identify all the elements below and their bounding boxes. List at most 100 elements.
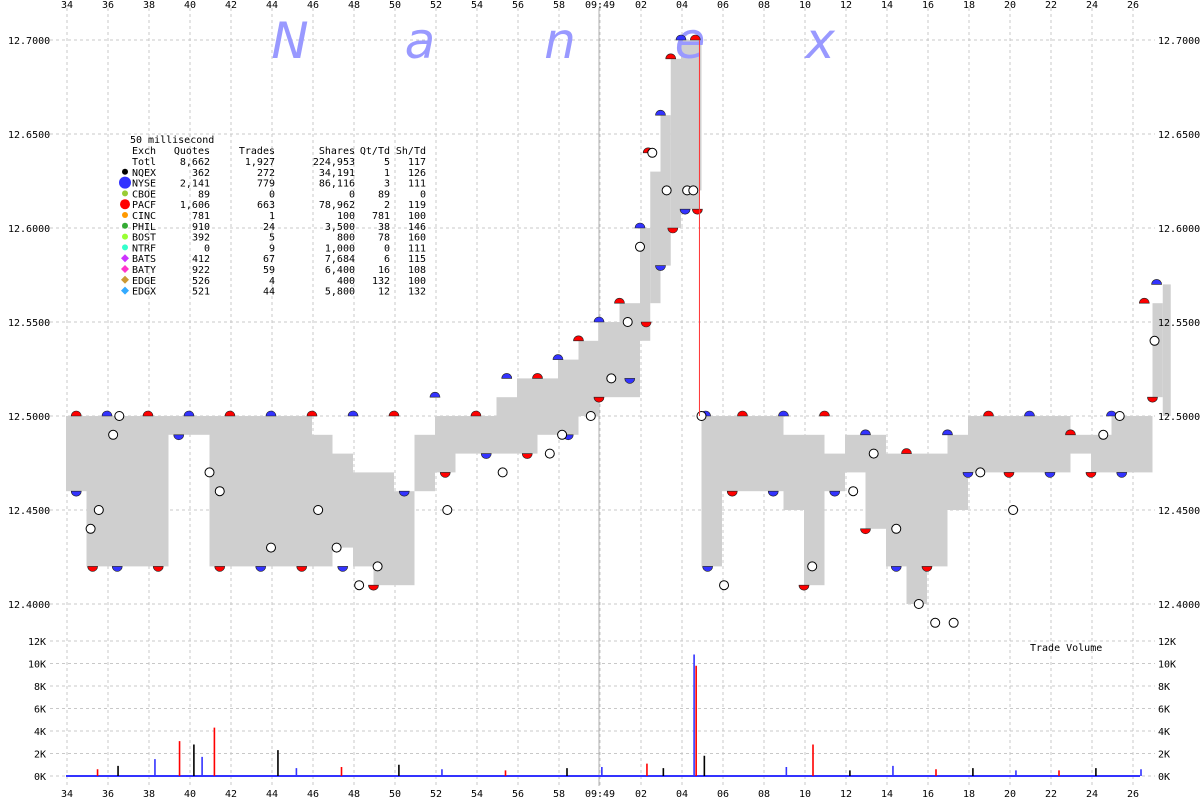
table-cell: 0	[204, 243, 210, 254]
x-tick-top: 52	[430, 0, 442, 11]
trade-marker	[1114, 411, 1125, 421]
bid-quote-marker	[1116, 472, 1128, 478]
nbbo-band-segment	[865, 434, 886, 529]
volume-bar	[504, 770, 507, 776]
nbbo-band-segment	[148, 416, 169, 567]
bid-quote-marker	[829, 490, 841, 497]
trade-marker	[622, 317, 633, 327]
volume-tick-left: 4K	[34, 727, 46, 738]
trade-marker	[497, 467, 508, 478]
volume-bar	[935, 769, 937, 776]
nbbo-band-segment	[947, 434, 968, 510]
x-tick-bottom: 18	[963, 789, 975, 800]
table-cell: 9	[269, 243, 275, 254]
trade-marker	[635, 241, 645, 252]
volume-bar	[566, 768, 568, 776]
table-cell: 89	[198, 189, 210, 200]
volume-bar	[277, 750, 279, 776]
bid-quote-marker	[87, 566, 98, 572]
nbbo-band-segment	[353, 472, 374, 567]
x-tick-bottom: 34	[61, 789, 73, 800]
legend-swatch	[121, 275, 129, 284]
nbbo-band-segment	[670, 58, 681, 228]
nbbo-band-segment	[517, 378, 538, 454]
x-tick-top: 48	[348, 0, 360, 11]
nbbo-band-segment	[906, 453, 927, 604]
price-tick-right: 12.5500	[1158, 318, 1200, 329]
nbbo-band-segment	[650, 171, 661, 304]
nbbo-band-segment	[1091, 434, 1112, 473]
nbbo-band-segment	[168, 416, 189, 435]
ask-quote-marker	[306, 410, 318, 417]
trade-marker	[93, 505, 104, 515]
table-header: Quotes	[174, 146, 210, 157]
legend-swatch	[119, 176, 131, 189]
watermark-letter: n	[544, 12, 576, 70]
x-tick-top: 02	[635, 0, 647, 11]
price-tick-right: 12.6500	[1158, 130, 1200, 141]
x-tick-top: 26	[1127, 0, 1139, 11]
ask-quote-marker	[860, 429, 871, 436]
legend-swatch	[122, 168, 128, 175]
trade-marker	[647, 147, 658, 158]
volume-bar	[213, 727, 216, 776]
volume-bar	[812, 744, 814, 776]
nbbo-band-segment	[332, 453, 353, 548]
table-cell: 2	[384, 200, 390, 211]
ask-quote-marker	[901, 448, 912, 454]
volume-tick-left: 12K	[28, 637, 46, 648]
bid-quote-marker	[1003, 472, 1015, 478]
table-cell: 272	[257, 168, 275, 179]
grid-lines	[50, 8, 1155, 786]
nbbo-band-segment	[558, 359, 579, 435]
x-tick-bottom: 26	[1127, 789, 1139, 800]
x-tick-bottom: 12	[840, 789, 852, 800]
table-cell: 146	[408, 222, 426, 233]
price-tick-left: 12.4500	[8, 506, 50, 517]
price-tick-left: 12.4000	[8, 600, 50, 611]
x-tick-bottom: 10	[799, 789, 811, 800]
x-tick-top: 22	[1045, 0, 1057, 11]
bid-quote-marker	[640, 321, 652, 328]
x-tick-top: 34	[61, 0, 73, 11]
volume-bar	[154, 759, 156, 776]
nbbo-band-segment	[455, 416, 476, 454]
bid-quote-marker	[726, 490, 738, 497]
table-cell: BATY	[132, 265, 156, 276]
volume-bar	[601, 767, 603, 776]
table-cell: BOST	[132, 233, 156, 244]
nbbo-band-segment	[394, 491, 415, 586]
x-tick-top: 56	[512, 0, 524, 11]
trade-marker	[913, 599, 924, 609]
legend-swatch	[122, 222, 128, 229]
nbbo-band-segment	[1050, 416, 1071, 473]
table-cell: 12	[378, 287, 390, 298]
trade-marker	[354, 580, 365, 591]
ask-quote-marker	[429, 391, 441, 398]
x-tick-bottom: 22	[1045, 789, 1057, 800]
table-cell: 781	[192, 211, 210, 222]
table-cell: 0	[420, 189, 426, 200]
table-cell: 0	[269, 189, 275, 200]
trade-marker	[930, 617, 941, 628]
ask-quote-marker	[347, 410, 359, 417]
table-cell: NQEX	[132, 168, 156, 179]
x-tick-bottom: 24	[1086, 789, 1098, 800]
x-tick-top: 09:49	[585, 0, 615, 11]
watermark-letter: e	[675, 12, 706, 70]
ask-quote-marker	[634, 222, 646, 229]
volume-bar	[178, 741, 181, 776]
trade-marker	[975, 467, 986, 478]
ask-quote-marker	[942, 429, 953, 436]
x-tick-top: 06	[717, 0, 729, 11]
x-tick-bottom: 20	[1004, 789, 1016, 800]
table-cell: 38	[378, 222, 390, 233]
bid-quote-marker	[337, 566, 349, 572]
trade-marker	[372, 561, 383, 572]
bid-quote-marker	[296, 566, 308, 572]
ask-quote-marker	[1024, 410, 1035, 417]
volume-bar	[398, 764, 400, 776]
axis-labels: 34 36 38 40 42 44 46 48 50 52 54 56 58 09:49 02 04 06 08 1…	[8, 0, 1200, 800]
nbbo-band-segment	[1162, 284, 1171, 416]
